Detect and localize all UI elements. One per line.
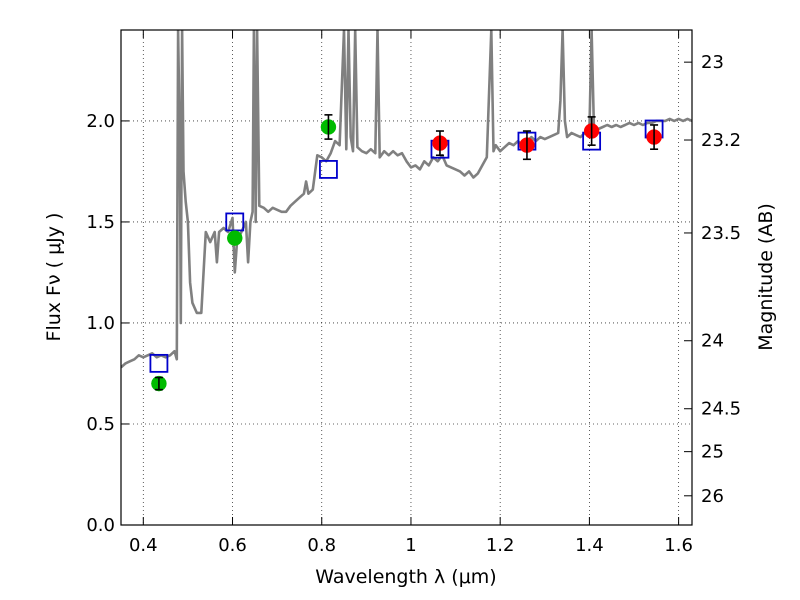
x-tick-label: 0.4 <box>129 535 158 556</box>
grid-lines <box>121 30 692 525</box>
right-tick-label: 25 <box>701 442 724 463</box>
model-square-marker <box>319 160 338 179</box>
right-tick-label: 24.5 <box>701 399 741 420</box>
plot-area <box>121 30 692 392</box>
y-tick-label: 1.5 <box>86 212 115 233</box>
y-tick-label: 0.0 <box>86 515 115 536</box>
x-axis-label: Wavelength λ (μm) <box>315 566 496 588</box>
right-tick-label: 24 <box>701 331 724 352</box>
plot-frame <box>120 29 693 526</box>
right-tick-label: 23.2 <box>701 130 741 151</box>
x-tick-label: 1 <box>405 535 416 556</box>
right-tick-label: 26 <box>701 486 724 507</box>
axis-ticks <box>121 30 692 526</box>
x-tick-label: 1.6 <box>664 535 693 556</box>
tick-labels: 0.4 0.6 0.8 1 1.2 1.4 1.6 0.0 0.5 1.0 1.5 2.0 23 23.2… <box>86 52 741 556</box>
y-axis-label: Flux Fν ( μJy ) <box>43 213 65 342</box>
right-axis-label: Magnitude (AB) <box>755 203 777 351</box>
y-tick-label: 2.0 <box>86 111 115 132</box>
spectrum-line <box>121 30 692 369</box>
y-tick-label: 1.0 <box>86 313 115 334</box>
x-tick-label: 0.6 <box>218 535 247 556</box>
clipped-data <box>121 30 692 369</box>
model-square-marker <box>149 353 169 373</box>
x-tick-label: 1.2 <box>486 535 515 556</box>
right-tick-label: 23.5 <box>701 223 741 244</box>
x-tick-label: 1.4 <box>575 535 604 556</box>
green-point-marker <box>227 230 243 246</box>
x-tick-label: 0.8 <box>307 535 336 556</box>
y-tick-label: 0.5 <box>86 414 115 435</box>
right-tick-label: 23 <box>701 52 724 73</box>
